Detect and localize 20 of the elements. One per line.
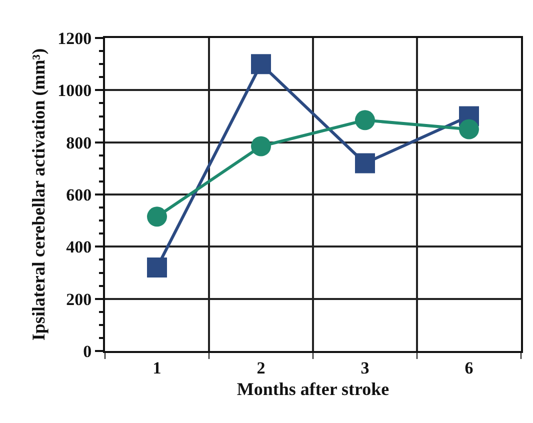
y-tick-label: 800 bbox=[66, 133, 92, 152]
x-axis-title: Months after stroke bbox=[236, 379, 390, 399]
y-tick-label: 400 bbox=[66, 238, 92, 257]
x-tick-label: 1 bbox=[152, 358, 162, 378]
point bbox=[355, 110, 375, 130]
point bbox=[251, 54, 271, 74]
y-tick-label: 0 bbox=[83, 342, 92, 361]
y-tick-label: 200 bbox=[66, 290, 92, 309]
point bbox=[147, 206, 167, 227]
y-tick-label: 1200 bbox=[58, 28, 92, 48]
point bbox=[355, 153, 375, 174]
y-tick-label: 1000 bbox=[58, 81, 92, 100]
x-tick-label: 3 bbox=[360, 358, 370, 378]
point bbox=[459, 119, 479, 140]
point bbox=[251, 136, 271, 156]
y-axis-title: Ipsilateral cerebellar activation (mm³) bbox=[28, 48, 48, 341]
point bbox=[147, 258, 167, 278]
x-tick-label: 2 bbox=[256, 358, 266, 378]
x-tick-label: 6 bbox=[464, 358, 474, 378]
y-tick-label: 600 bbox=[66, 185, 92, 204]
